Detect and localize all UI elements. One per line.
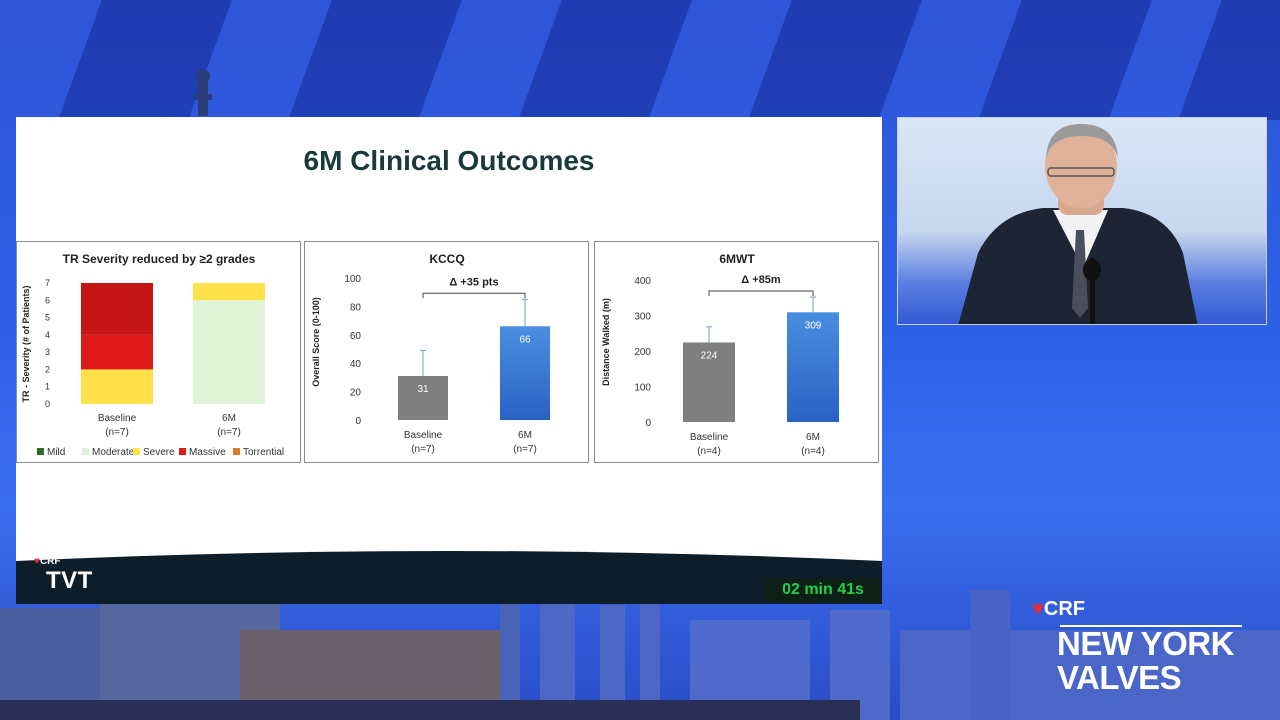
y-tick-label: 60 — [350, 331, 362, 342]
x-tick-label: Baseline — [690, 432, 729, 443]
bar-segment-massive — [81, 283, 153, 335]
bar-baseline — [683, 342, 735, 422]
data-label: 309 — [805, 320, 822, 331]
x-tick-sublabel: (n=7) — [411, 444, 435, 455]
legend-swatch-mild — [37, 448, 44, 455]
chart-panel-6mwt: 6MWT Distance Walked (m) 0 100 200 300 400 Δ +8… — [594, 241, 879, 463]
x-tick-sublabel: (n=7) — [513, 444, 537, 455]
bar-segment-severe — [81, 369, 153, 404]
x-tick-sublabel: (n=7) — [105, 427, 129, 438]
crf-new-york-valves-logo: ♥CRF NEW YORK VALVES — [1032, 598, 1262, 698]
y-tick-label: 0 — [645, 418, 651, 429]
legend-label-massive: Massive — [189, 447, 226, 458]
y-tick-label: 300 — [634, 312, 651, 323]
y-tick-label: 40 — [350, 359, 362, 370]
x-tick-sublabel: (n=4) — [697, 446, 721, 457]
y-tick-label: 100 — [344, 274, 361, 285]
y-tick-label: 2 — [45, 364, 50, 374]
brand-divider — [1060, 625, 1242, 627]
bar-segment-massive — [81, 334, 153, 370]
brand-crf-text: CRF — [1043, 598, 1085, 620]
delta-annotation: Δ +35 pts — [449, 276, 498, 288]
y-tick-label: 20 — [350, 388, 362, 399]
x-tick-label: Baseline — [404, 430, 443, 441]
chart-panel-kccq: KCCQ Overall Score (0-100) 0 20 40 60 80 100 Δ +… — [304, 241, 589, 463]
chart-title: TR Severity reduced by ≥2 grades — [63, 252, 256, 266]
y-axis-label: TR - Severity (# of Patients) — [21, 285, 31, 402]
bar-baseline — [398, 375, 448, 420]
presentation-timer: 02 min 41s — [766, 578, 880, 602]
chart-title: KCCQ — [429, 252, 464, 266]
y-tick-label: 0 — [45, 399, 50, 409]
bar-segment-moderate — [193, 300, 265, 404]
x-tick-sublabel: (n=4) — [801, 446, 825, 457]
legend-swatch-severe — [133, 448, 140, 455]
data-label: 224 — [701, 350, 718, 361]
tr-severity-chart: TR Severity reduced by ≥2 grades TR - Sev… — [21, 252, 284, 458]
y-tick-label: 400 — [634, 276, 651, 287]
statue-silhouette — [194, 69, 212, 116]
legend-swatch-torrential — [233, 448, 240, 455]
crf-tvt-logo: ♥CRF TVT — [34, 556, 104, 596]
y-tick-label: 4 — [45, 330, 50, 340]
chart-title: 6MWT — [719, 252, 755, 266]
legend-swatch-moderate — [82, 448, 89, 455]
y-tick-label: 100 — [634, 383, 651, 394]
chart-panel-tr-severity: TR Severity reduced by ≥2 grades TR - Sev… — [16, 241, 301, 463]
y-tick-label: 80 — [350, 302, 362, 313]
heart-icon: ♥ — [34, 556, 40, 567]
y-tick-label: 6 — [45, 295, 50, 305]
presentation-slide: 6M Clinical Outcomes TR Severity reduced… — [16, 117, 882, 604]
crf-logo-text: CRF — [39, 556, 61, 567]
legend-label-mild: Mild — [47, 447, 65, 458]
data-label: 31 — [417, 384, 429, 395]
slide-footer-band — [16, 551, 882, 604]
delta-annotation: Δ +85m — [741, 274, 781, 286]
y-tick-label: 0 — [355, 416, 361, 427]
6mwt-chart: 6MWT Distance Walked (m) 0 100 200 300 400 Δ +8… — [601, 252, 839, 457]
significance-bracket — [708, 290, 814, 297]
x-tick-label: 6M — [518, 430, 532, 441]
data-label: 66 — [519, 334, 531, 345]
y-axis-label: Distance Walked (m) — [601, 298, 611, 386]
heart-icon: ♥ — [1032, 598, 1044, 620]
bar-6m — [787, 312, 839, 422]
legend-label-severe: Severe — [143, 447, 175, 458]
brand-line-2: VALVES — [1057, 659, 1182, 696]
speaker-video — [897, 117, 1267, 325]
tvt-logo-text: TVT — [46, 567, 93, 594]
bar-segment-severe — [193, 283, 265, 301]
y-tick-label: 7 — [45, 278, 50, 288]
y-tick-label: 1 — [45, 382, 50, 392]
x-tick-sublabel: (n=7) — [217, 427, 241, 438]
legend-label-moderate: Moderate — [92, 447, 135, 458]
y-axis-label: Overall Score (0-100) — [311, 297, 321, 387]
legend-swatch-massive — [179, 448, 186, 455]
legend-label-torrential: Torrential — [243, 447, 284, 458]
kccq-chart: KCCQ Overall Score (0-100) 0 20 40 60 80 100 Δ +… — [311, 252, 550, 455]
speaker-silhouette — [958, 124, 1198, 324]
significance-bracket — [422, 292, 526, 299]
slide-title: 6M Clinical Outcomes — [303, 145, 595, 176]
y-tick-label: 5 — [45, 313, 50, 323]
x-tick-label: 6M — [222, 413, 236, 424]
x-tick-label: Baseline — [98, 413, 137, 424]
y-tick-label: 3 — [45, 347, 50, 357]
y-tick-label: 200 — [634, 347, 651, 358]
brand-line-1: NEW YORK — [1057, 625, 1234, 662]
x-tick-label: 6M — [806, 432, 820, 443]
bar-6m — [500, 326, 550, 420]
